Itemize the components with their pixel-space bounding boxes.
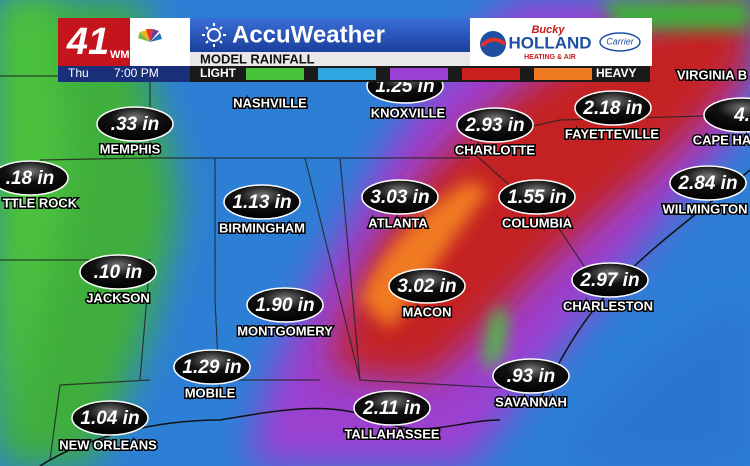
city-name: ATLANTA [368,215,428,230]
channel: 41 [66,21,109,63]
city-name: JACKSON [86,290,150,305]
city-name: KNOXVILLE [371,105,446,120]
value-bubble [388,268,466,304]
value-bubble [571,262,649,298]
city-name: FAYETTEVILLE [565,126,659,141]
rainfall-value: 1.55 in [507,187,566,208]
value-bubble [79,254,157,290]
value-bubble [361,179,439,215]
city-name: MEMPHIS [100,141,161,156]
rainfall-value: .18 in [6,168,55,189]
value-bubble [71,400,149,436]
sponsor-name: HOLLAND [508,33,591,52]
rainfall-value: .33 in [111,114,160,135]
rainfall-value: 1.29 in [182,357,241,378]
brand: AccuWeather [232,21,385,48]
value-bubble [246,287,324,323]
value-bubble [498,179,576,215]
city-name: BIRMINGHAM [219,220,305,235]
rainfall-value: 1.04 in [80,408,139,429]
rainfall-value: .93 in [507,366,556,387]
peacock-logo [138,29,162,42]
city-name: MOBILE [185,385,236,400]
rainfall-value: .10 in [94,262,143,283]
legend-swatch [534,68,592,80]
rainfall-value: 2.18 in [582,98,642,119]
value-bubble [353,390,431,426]
value-bubble [669,165,747,201]
day: Thu [68,66,89,80]
city-name: WILMINGTON [663,201,748,216]
value-bubble [703,97,750,133]
value-bubble [223,184,301,220]
rainfall-value: 4. [733,105,750,126]
value-bubble [456,107,534,143]
value-bubble [0,160,69,196]
sponsor: Bucky HOLLAND HEATING & AIR Carrier [480,24,641,61]
city-name: COLUMBIA [502,215,573,230]
city-name: TTLE ROCK [3,195,78,210]
city-name: VIRGINIA B [677,67,747,82]
sponsor-script: Bucky [531,24,565,36]
city-name: SAVANNAH [495,394,567,409]
city-name: CHARLESTON [563,298,653,313]
city-name: TALLAHASSEE [344,426,439,441]
rainfall-value: 2.11 in [362,398,421,419]
rainfall-value: 2.93 in [464,115,524,136]
rainfall-value: 2.97 in [579,270,639,291]
rainfall-value: 3.02 in [397,276,456,297]
city-name: NASHVILLE [233,95,307,110]
rainfall-value: 3.03 in [370,187,429,208]
header: 41 WMGT Thu 7:00 PM AccuWeather MODEL RA… [58,18,652,82]
legend-high: HEAVY [596,66,636,80]
map-title: MODEL RAINFALL [200,51,315,66]
legend-swatch [462,68,520,80]
sponsor-partner: Carrier [606,36,635,46]
value-bubble [574,90,652,126]
sun-icon [202,23,226,47]
legend-swatch [246,68,304,80]
city-name: MONTGOMERY [237,323,333,338]
call-sign: WMGT [110,49,145,61]
city-name: CHARLOTTE [455,142,535,157]
legend-swatch [318,68,376,80]
city-name: MACON [402,304,451,319]
legend-swatch [390,68,448,80]
value-bubble [492,358,570,394]
value-bubble [96,106,174,142]
value-bubble [173,349,251,385]
rainfall-value: 2.84 in [677,173,737,194]
rainfall-value: 1.90 in [255,295,314,316]
time: 7:00 PM [114,66,159,80]
city-name: NEW ORLEANS [59,437,157,452]
city-name: CAPE HA [693,132,750,147]
legend-low: LIGHT [200,66,237,80]
sponsor-tagline: HEATING & AIR [524,54,576,61]
rainfall-value: 1.13 in [232,192,291,213]
